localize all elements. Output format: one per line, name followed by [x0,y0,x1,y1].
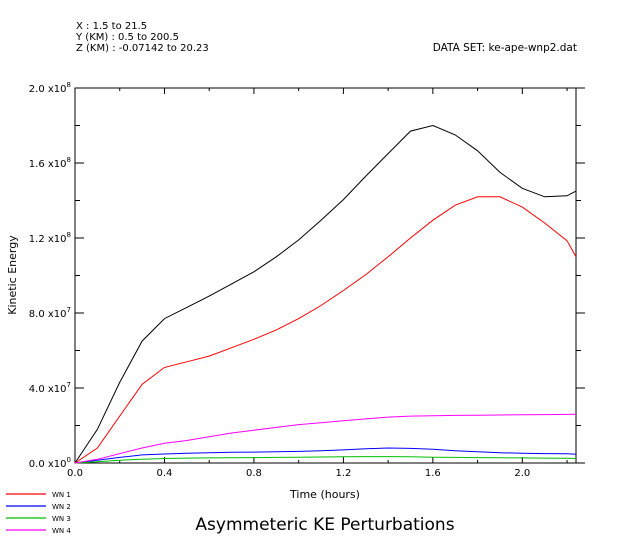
x-tick-label: 0.0 [67,468,83,479]
legend-label: WN 3 [52,515,71,523]
series-line-wn-4 [74,413,577,464]
x-tick-label: 1.6 [425,468,441,479]
y-tick-label: 1.2 x108 [29,231,71,245]
x-axis: 0.0 0.4 0.8 1.2 1.6 2.0 [67,88,568,479]
legend-label: WN 2 [52,503,71,511]
y-range-text: Y (KM) : 0.5 to 200.5 [75,32,179,43]
series-line-wn-1 [74,196,577,464]
chart-title: Asymmeteric KE Perturbations [195,515,454,535]
x-tick-label: 0.8 [246,468,262,479]
legend-label: WN 1 [52,491,71,499]
x-tick-label: 1.2 [335,468,351,479]
header-info: X : 1.5 to 21.5 Y (KM) : 0.5 to 200.5 Z … [75,21,577,54]
legend-label: WN 4 [52,527,71,535]
y-axis: 0.0 x100 4.0 x107 8.0 x107 1.2 x108 1.6 x108… [29,81,585,470]
series-line-wn-2 [74,447,577,464]
y-tick-label: 4.0 x107 [29,381,71,395]
legend: WN 1 WN 2 WN 3 WN 4 [6,491,71,535]
x-axis-label: Time (hours) [289,488,360,501]
series-line-total [74,124,577,464]
y-tick-label: 0.0 x100 [29,456,71,470]
y-tick-label: 8.0 x107 [29,306,71,320]
x-range-text: X : 1.5 to 21.5 [76,21,147,32]
plot-frame [74,87,577,464]
series-line-wn-3 [74,456,577,464]
dataset-text: DATA SET: ke-ape-wnp2.dat [433,42,577,54]
series-lines [74,124,577,464]
y-tick-label: 1.6 x108 [29,156,71,170]
y-axis-label: Kinetic Energy [6,235,19,315]
x-tick-label: 2.0 [514,468,530,479]
x-tick-label: 0.4 [157,468,173,479]
z-range-text: Z (KM) : -0.07142 to 20.23 [76,43,209,54]
y-tick-label: 2.0 x108 [29,81,71,95]
